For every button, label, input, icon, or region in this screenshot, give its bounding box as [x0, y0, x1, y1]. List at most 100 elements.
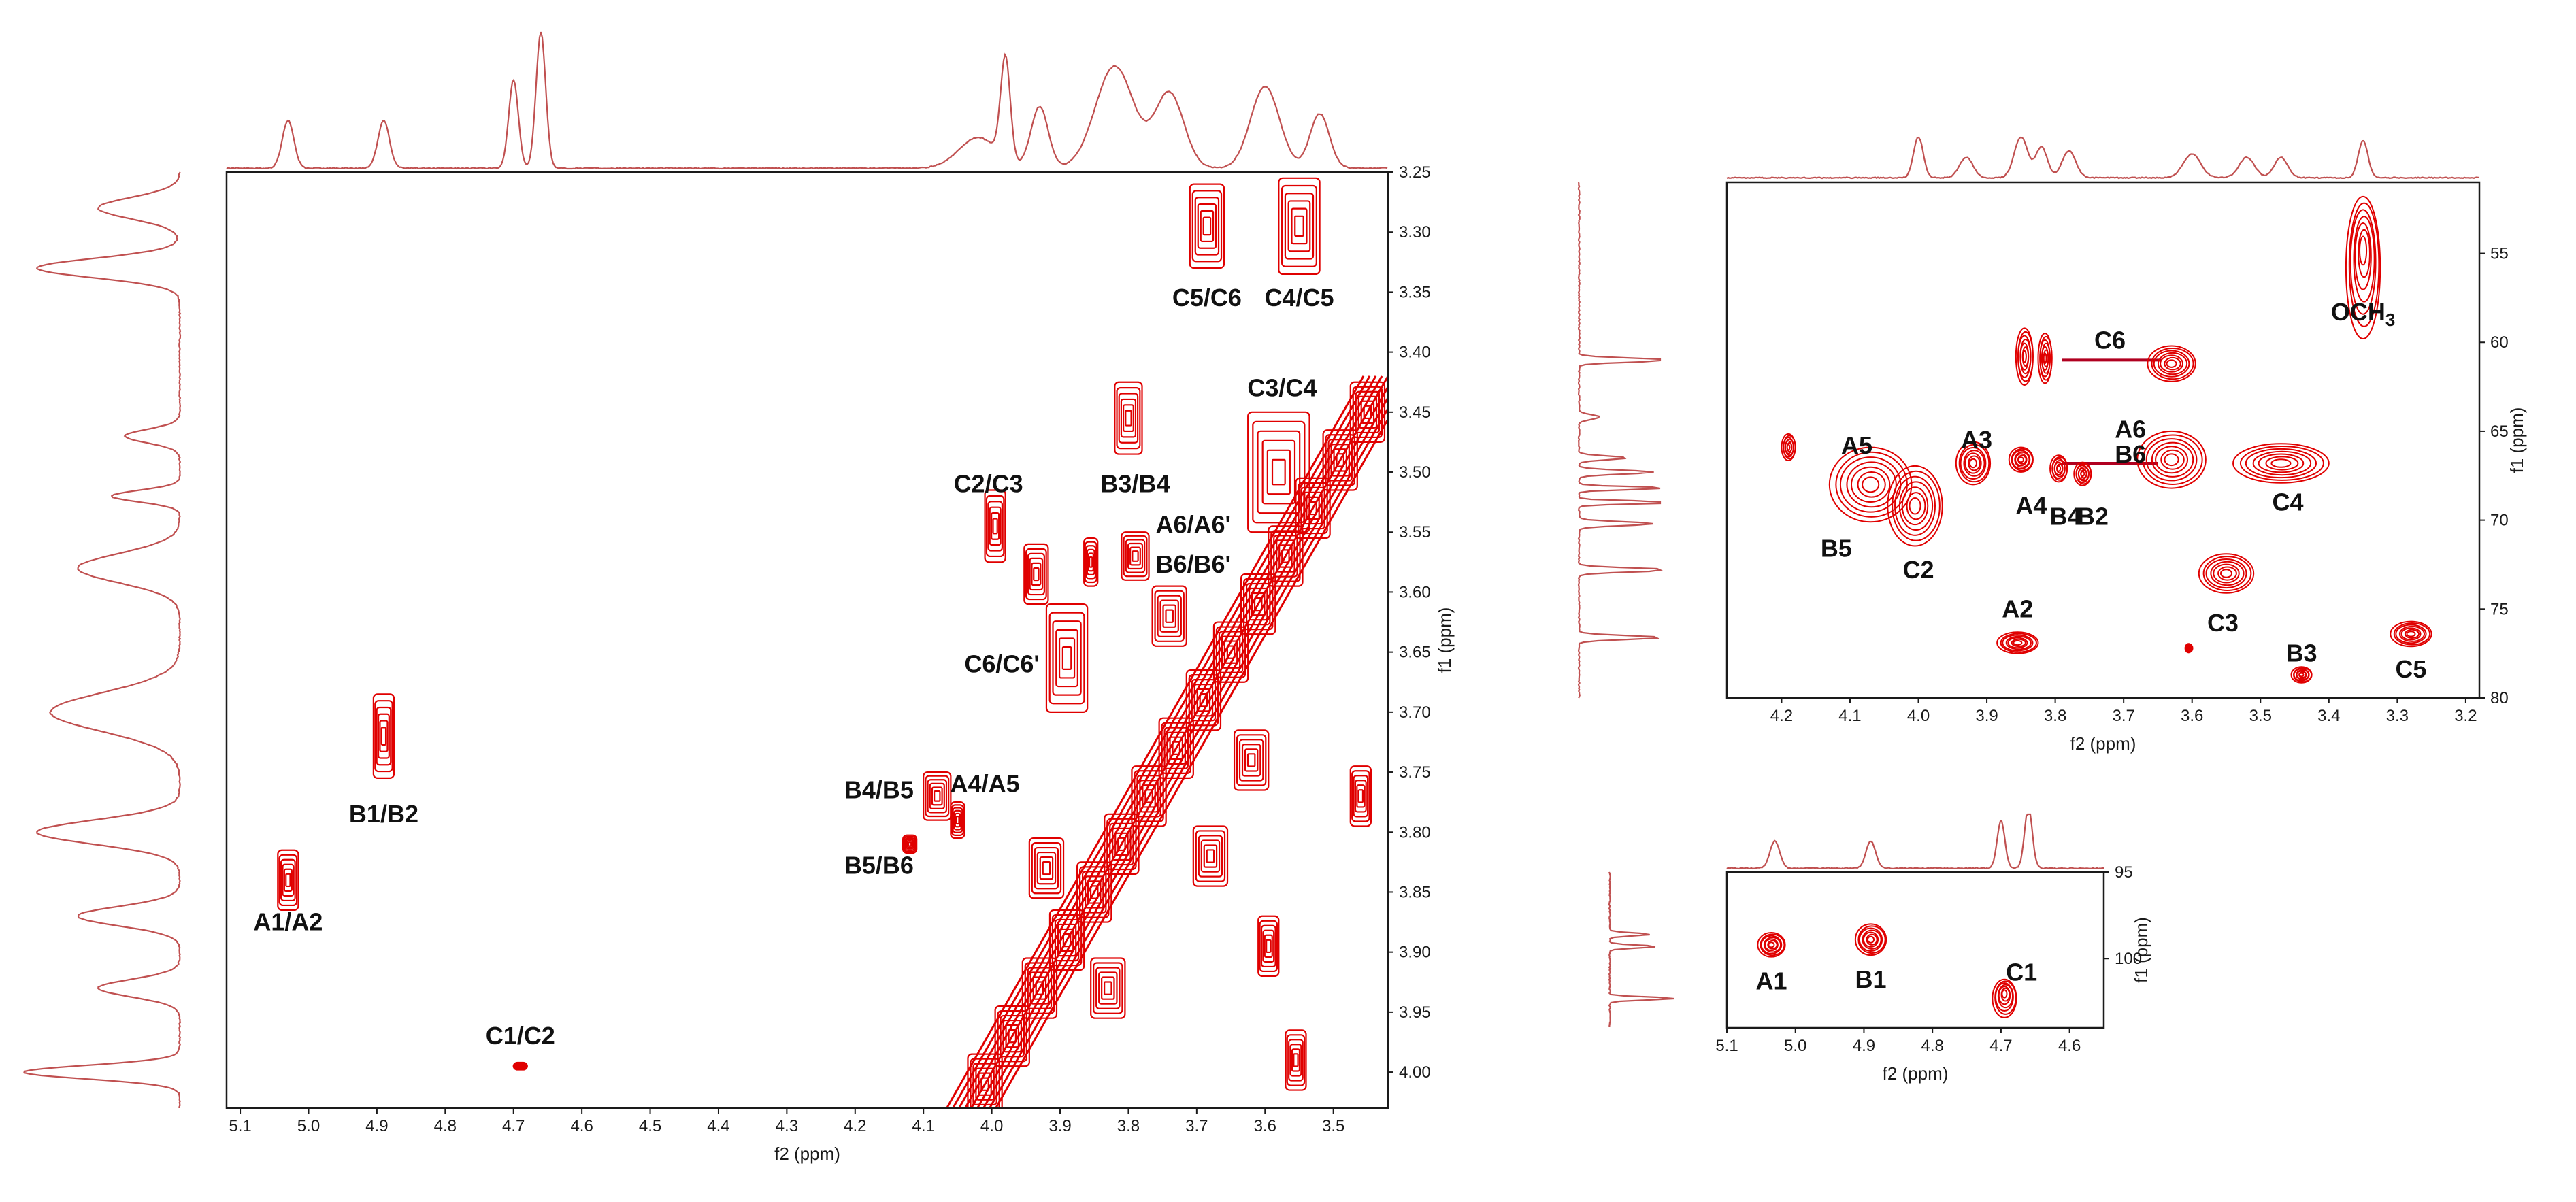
cosy-diagonal-block [1322, 429, 1358, 491]
anomeric-cross-peak [1854, 923, 1887, 956]
contour-ring [1266, 939, 1272, 954]
cosy-peak-label: A6/A6' [1156, 511, 1232, 539]
cosy-cross-peak [1189, 183, 1225, 269]
contour-ring [1960, 446, 1987, 480]
hsqc-cross-peak [2136, 430, 2207, 489]
cosy-peak-label: B3/B4 [1100, 470, 1170, 498]
contour-ring [376, 706, 392, 766]
x-tick-label: 3.2 [2454, 707, 2477, 725]
cosy-diagonal-block [1349, 381, 1386, 444]
contour-ring [1221, 635, 1241, 669]
contour-ring [1322, 429, 1358, 491]
x-tick-label: 4.1 [912, 1117, 935, 1135]
contour-ring [1197, 203, 1217, 249]
anomeric-peak-label: C1 [2006, 958, 2037, 986]
anomeric-cross-peak [1992, 978, 2017, 1018]
cosy-peak-label: B4/B5 [844, 776, 914, 804]
contour-ring [1121, 531, 1150, 581]
x-tick-label: 5.0 [297, 1117, 320, 1135]
x-tick-label: 4.8 [1921, 1037, 1943, 1055]
contour-ring [1248, 587, 1268, 621]
contour-ring [1757, 932, 1786, 958]
contour-ring [1862, 929, 1882, 950]
hsqc-cross-peak [2390, 620, 2432, 648]
contour-ring [1245, 582, 1271, 626]
hsqc-peak-label: B6 [2115, 440, 2146, 468]
hsqc-cross-peak [2037, 333, 2053, 384]
contour-ring [1144, 789, 1153, 803]
cosy-cross-peak [1045, 603, 1089, 713]
contour-ring [1192, 825, 1229, 887]
contour-ring [1039, 856, 1054, 880]
hsqc-peak-label: B5 [1821, 534, 1852, 562]
contour-ring [952, 807, 963, 833]
contour-ring [1029, 557, 1044, 591]
cosy-peak-label: B6/B6' [1156, 550, 1232, 578]
hsqc-cross-peak [2232, 443, 2330, 484]
contour-ring [2395, 624, 2427, 644]
contour-ring [1276, 539, 1295, 573]
contour-ring [1000, 1014, 1025, 1058]
contour-ring [1223, 640, 1238, 664]
x-tick-label: 3.7 [1185, 1117, 1208, 1135]
contour-ring [1352, 386, 1383, 439]
x-tick-label: 4.2 [844, 1117, 866, 1135]
contour-ring [377, 713, 390, 759]
cosy-diagonal-block [1192, 825, 1229, 887]
contour-ring [2353, 216, 2375, 303]
hsqc-y-axis: 55 60 65 70 75 80 f1 (ppm) [2479, 245, 2527, 707]
contour-ring [2147, 345, 2196, 382]
contour-ring [1061, 646, 1072, 670]
y-tick-label: 4.00 [1399, 1063, 1431, 1082]
contour-ring [1244, 748, 1259, 772]
contour-ring [2005, 635, 2032, 650]
contour-ring [1162, 604, 1176, 628]
y-tick-label: 3.75 [1399, 763, 1431, 782]
contour-ring [1142, 784, 1156, 808]
contour-ring [1154, 590, 1185, 642]
contour-ring [1266, 449, 1291, 495]
contour-ring [2153, 350, 2190, 378]
hsqc-peak-label: C6 [2094, 327, 2126, 354]
cosy-peak-label: A4/A5 [951, 770, 1020, 798]
contour-ring [1333, 448, 1347, 472]
contour-ring [1909, 497, 1921, 515]
contour-ring [1763, 937, 1782, 953]
contour-ring [902, 834, 918, 854]
contour-ring [1163, 727, 1189, 769]
contour-ring [1106, 818, 1137, 871]
contour-ring [2406, 631, 2416, 637]
cosy-peak-label: C3/C4 [1247, 374, 1317, 402]
contour-ring [1200, 839, 1221, 873]
contour-ring [1233, 729, 1270, 791]
y-tick-label: 3.95 [1399, 1003, 1431, 1022]
y-tick-label: 3.85 [1399, 883, 1431, 901]
contour-ring [2239, 446, 2324, 481]
y-tick-label: 3.80 [1399, 823, 1431, 841]
contour-ring [1264, 934, 1273, 958]
contour-ring [955, 816, 960, 825]
contour-ring [1131, 765, 1167, 827]
contour-ring [2157, 352, 2188, 375]
x-tick-label: 4.6 [2058, 1037, 2081, 1055]
contour-ring [906, 839, 913, 848]
contour-ring [1029, 971, 1050, 1005]
contour-ring [1247, 411, 1310, 533]
contour-ring [1024, 962, 1055, 1014]
contour-ring [1858, 927, 1883, 952]
contour-ring [1850, 466, 1891, 503]
contour-ring [1021, 957, 1058, 1019]
contour-ring [1129, 546, 1141, 566]
contour-ring [1120, 398, 1137, 438]
contour-ring [2359, 235, 2368, 266]
cosy-cross-peak [277, 849, 299, 912]
contour-ring [904, 837, 916, 852]
y-tick-label: 3.25 [1399, 163, 1431, 182]
x-tick-label: 4.9 [365, 1117, 388, 1135]
y-tick-label: 60 [2490, 333, 2509, 352]
contour-ring [1125, 539, 1146, 573]
x-tick-label: 3.6 [1254, 1117, 1276, 1135]
contour-ring [2198, 553, 2255, 594]
contour-ring [1257, 915, 1280, 978]
contour-ring [1238, 739, 1264, 782]
